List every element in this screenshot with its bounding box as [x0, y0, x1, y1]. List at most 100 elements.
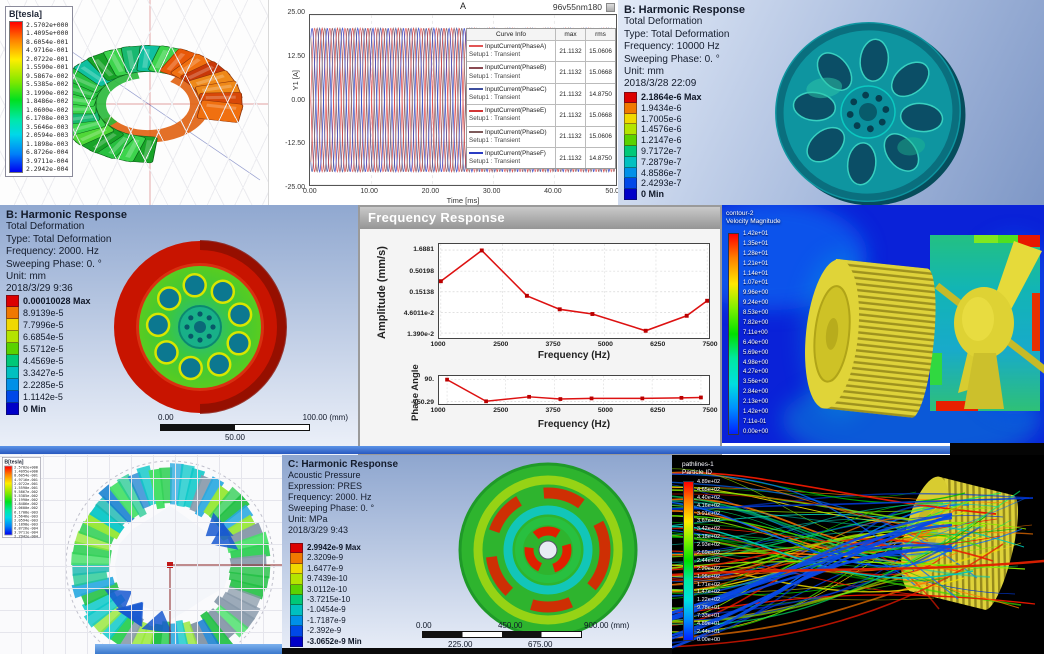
- legend-value: 9.7172e-7: [641, 145, 682, 156]
- legend-value: 2.0594e-003: [14, 518, 38, 523]
- legend-value: 0.00e+00: [697, 636, 721, 643]
- legend-value: 8.6054e-001: [26, 37, 69, 46]
- legend-swatch: [290, 605, 303, 616]
- legend-entry: 1.9434e-6: [624, 102, 702, 114]
- legend-value: 3.56e+00: [743, 379, 769, 386]
- scale-ruler: 0.00 100.00 (mm) 50.00: [150, 413, 348, 445]
- legend-value: 1.4095e+000: [26, 29, 69, 38]
- info-line: Type: Total Deformation: [624, 28, 730, 40]
- legend-value: 2.84e+00: [743, 389, 769, 396]
- curve-rms: 15.0668: [585, 105, 615, 126]
- legend-swatch: [6, 379, 19, 391]
- legend-value: 2.3209e-9: [307, 553, 344, 563]
- finned-gear: [805, 258, 936, 418]
- window-icon[interactable]: [606, 3, 615, 12]
- axis-tick: -150.29: [410, 399, 434, 407]
- x-axis-label: Time [ms]: [446, 196, 480, 205]
- legend-swatch: [624, 124, 637, 136]
- legend-value: 1.42e+01: [743, 231, 769, 237]
- legend-value: 1.5590e-001: [14, 486, 38, 491]
- axis-tick: 0.50198: [409, 267, 434, 275]
- legend-value: 1.42e+00: [743, 409, 769, 416]
- legend-swatch: [290, 563, 303, 575]
- legend-swatch: [6, 307, 19, 319]
- info-line: Frequency: 10000 Hz: [624, 41, 720, 53]
- legend-swatch: [290, 636, 303, 647]
- legend-swatch: [6, 403, 19, 415]
- legend-entry: -3.7215e-10: [290, 594, 362, 606]
- col-rms: rms: [585, 29, 615, 40]
- legend-value: 1.9434e-6: [641, 102, 682, 113]
- legend-entry: 8.9139e-5: [6, 307, 91, 319]
- legend-value: 3.5646e-003: [14, 514, 38, 519]
- info-line: Unit: mm: [624, 66, 664, 78]
- legend-value: 2.2942e-004: [14, 534, 38, 539]
- info-line: 2018/3/29 9:36: [6, 283, 73, 295]
- info-line: Total Deformation: [624, 16, 703, 28]
- curve-swatch: [469, 88, 483, 91]
- legend-value: 1.4095e+000: [14, 469, 38, 474]
- legend-value: 4.89e+02: [697, 479, 721, 485]
- legend-value: 7.2879e-7: [641, 156, 682, 167]
- legend-entry: -1.0454e-9: [290, 605, 362, 616]
- legend-swatch: [624, 167, 637, 179]
- legend-entry: 2.4293e-7: [624, 178, 702, 190]
- legend-value: 2.9942e-9 Max: [307, 543, 361, 552]
- legend-value: 2.5702e+000: [14, 465, 38, 470]
- legend-value: 3.9711e-004: [14, 530, 38, 535]
- colorband-legend: 2.9942e-9 Max 2.3209e-9 1.6477e-9 9.7439…: [290, 543, 362, 647]
- window-edge-strip: [95, 644, 282, 654]
- cfd-legend: contour-2 Velocity Magnitude: [726, 210, 781, 225]
- legend-value: 6.8726e-004: [14, 526, 38, 531]
- info-line: Sweeping Phase: 0. °: [288, 503, 375, 513]
- ruler-0: 0.00: [416, 621, 432, 630]
- legend-entry: 9.7172e-7: [624, 145, 702, 157]
- info-line: B: Harmonic Response: [624, 4, 746, 16]
- legend-value: 1.8486e-002: [14, 502, 38, 507]
- pathlines-legend: pathlines-1 Particle ID: [682, 461, 714, 476]
- legend-value: 2.0722e-001: [14, 481, 38, 486]
- curve-row: InputCurrent(PhaseD) Setup1 : Transient …: [467, 125, 615, 148]
- legend-value: 5.5385e-002: [26, 80, 69, 89]
- legend-value: 9.24e+00: [743, 300, 769, 307]
- legend-value: 1.7005e-6: [641, 113, 682, 124]
- legend-value: 2.2942e-004: [26, 164, 69, 173]
- curve-row: InputCurrent(PhaseF) Setup1 : Transient …: [467, 147, 615, 169]
- result-info: C: Harmonic Response Acoustic Pressure Exp…: [288, 459, 398, 536]
- curve-swatch: [469, 45, 483, 48]
- legend-value: 5.5385e-002: [14, 494, 38, 499]
- info-line: Sweeping Phase: 0. °: [624, 53, 720, 65]
- window-titlebar[interactable]: Frequency Response: [360, 207, 720, 229]
- legend-entry: 0 Min: [6, 403, 91, 415]
- panel-rotor-field: B[tesla] 2.5702e+000 1.4095e+000 8.6054e-0…: [0, 455, 282, 654]
- legend-swatch: [290, 553, 303, 564]
- legend-entry: -2.392e-9: [290, 626, 362, 637]
- curve-max: 21.1132: [555, 62, 585, 83]
- legend-swatch: [6, 391, 19, 403]
- ruler-min: 0.00: [158, 413, 174, 422]
- legend-entry: 1.4576e-6: [624, 124, 702, 136]
- curve-rms: 15.0668: [585, 62, 615, 83]
- info-line: Acoustic Pressure: [288, 470, 361, 480]
- legend-swatch: [290, 594, 303, 606]
- curve-max: 21.1132: [555, 83, 585, 105]
- legend-value: 3.0112e-10: [307, 584, 347, 594]
- legend-value: 2.0722e-001: [26, 54, 69, 63]
- window-edge-strip: [282, 648, 672, 654]
- legend-value: 2.44e+02: [697, 557, 721, 564]
- window-frequency-response: Frequency Response Amplitude (mm/s) Freq…: [358, 205, 722, 455]
- legend-swatch: [624, 135, 637, 146]
- legend-value: 3.3427e-5: [23, 368, 64, 378]
- curve-rms: 14.8750: [585, 83, 615, 105]
- info-line: Frequency: 2000. Hz: [288, 492, 372, 502]
- colorbar-legend: B[tesla] 2.5702e+000 1.4095e+000 8.6054e-0…: [2, 457, 41, 539]
- x-axis-tick: 10.00: [360, 188, 378, 195]
- legend-value: 1.14e+01: [743, 270, 769, 277]
- legend-value: 4.9716e-001: [26, 46, 69, 55]
- info-line: Type: Total Deformation: [6, 233, 112, 245]
- curve-max: 21.1132: [555, 41, 585, 62]
- curve-row: InputCurrent(PhaseA) Setup1 : Transient …: [467, 40, 615, 62]
- amplitude-axis-label: Amplitude (mm/s): [376, 246, 388, 339]
- x-axis-tick: 0.00: [303, 188, 317, 195]
- legend-swatch: [290, 574, 303, 585]
